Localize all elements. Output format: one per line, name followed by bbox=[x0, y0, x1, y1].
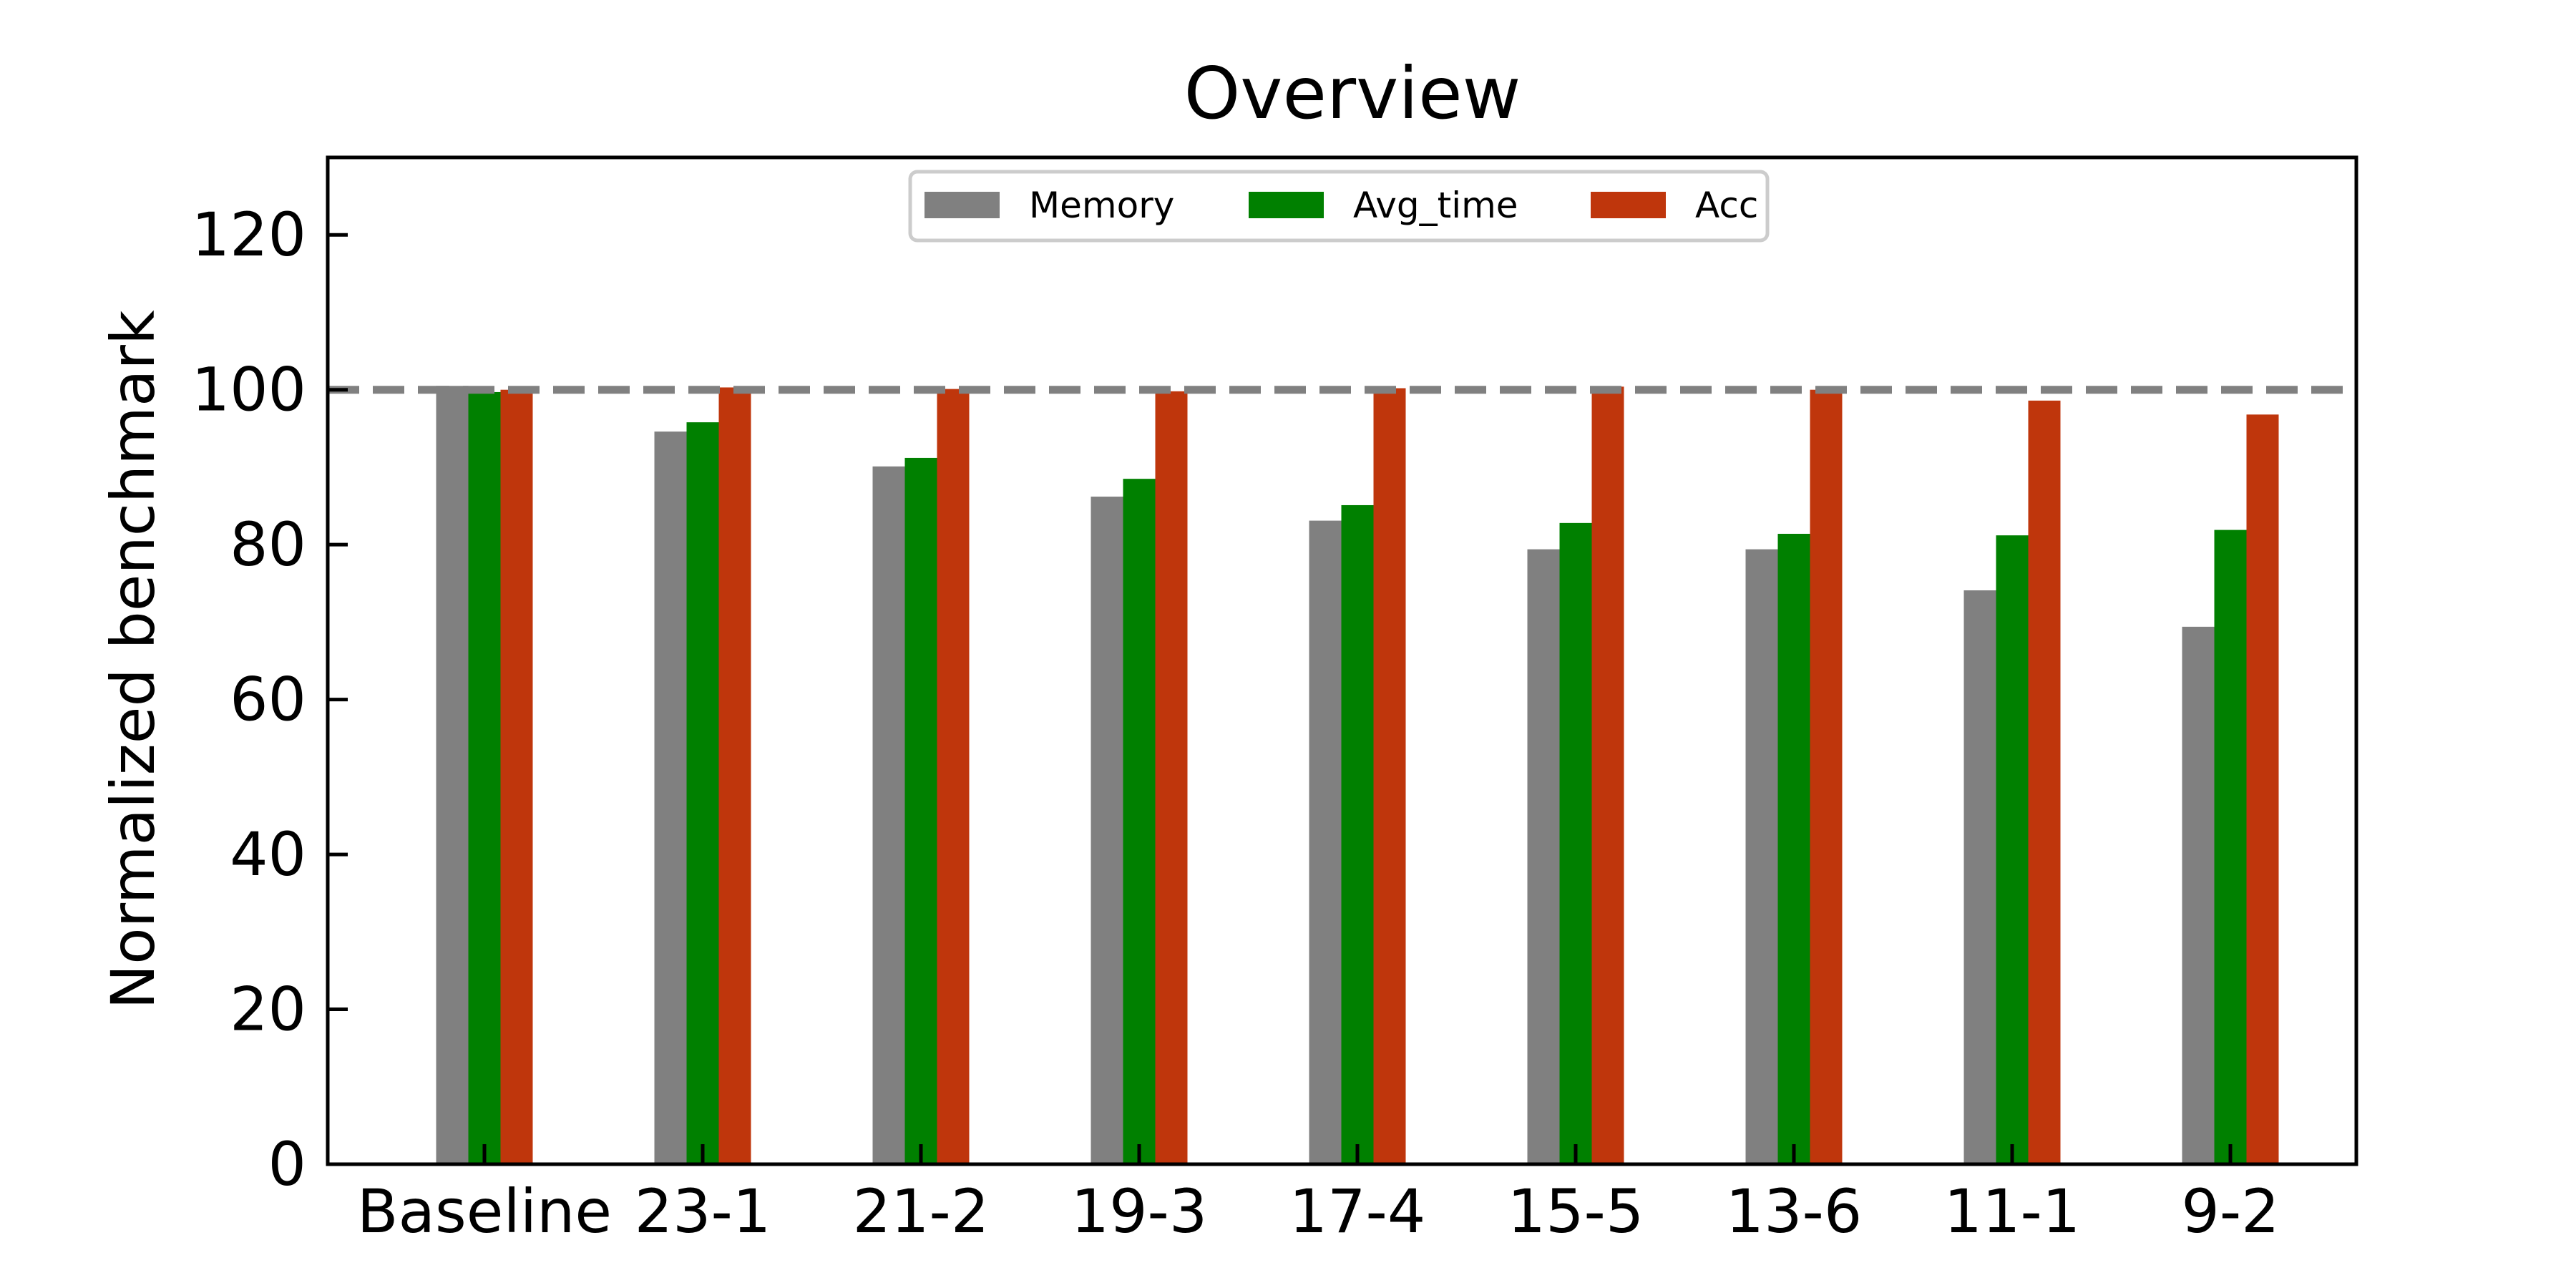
bar-memory-21-2 bbox=[872, 466, 905, 1164]
bar-avg-time-baseline bbox=[468, 391, 501, 1164]
x-tick-label-17-4: 17-4 bbox=[1289, 1176, 1426, 1246]
ticks-layer: 0 20 40 60 80 100 120 Baseline 23-1 21-2 19-3 17-4 1… bbox=[192, 200, 2280, 1246]
legend-label-memory: Memory bbox=[1029, 185, 1174, 226]
bar-acc-13-6 bbox=[1810, 389, 1843, 1164]
legend-swatch-acc bbox=[1591, 192, 1666, 218]
y-tick-label-120: 120 bbox=[192, 200, 306, 270]
x-tick-label-11-1: 11-1 bbox=[1944, 1176, 2081, 1246]
bar-acc-15-5 bbox=[1591, 386, 1624, 1165]
legend-box bbox=[908, 170, 1770, 243]
y-tick-label-80: 80 bbox=[230, 509, 306, 580]
x-tick-label-13-6: 13-6 bbox=[1726, 1176, 1863, 1246]
bar-avg-time-21-2 bbox=[904, 457, 937, 1164]
bars-layer bbox=[436, 386, 2279, 1165]
bar-memory-23-1 bbox=[654, 431, 687, 1164]
legend-swatch-memory bbox=[924, 192, 1000, 218]
bar-memory-9-2 bbox=[2182, 626, 2215, 1164]
bar-memory-15-5 bbox=[1527, 549, 1560, 1164]
bar-avg-time-13-6 bbox=[1777, 534, 1810, 1164]
y-tick-label-0: 0 bbox=[268, 1129, 306, 1199]
bar-avg-time-19-3 bbox=[1123, 479, 1156, 1164]
chart-title: Overview bbox=[1184, 52, 1521, 135]
legend-label-avg-time: Avg_time bbox=[1353, 185, 1518, 226]
bar-memory-baseline bbox=[436, 386, 469, 1164]
legend: Memory Avg_time Acc bbox=[908, 170, 1770, 243]
x-tick-label-9-2: 9-2 bbox=[2181, 1176, 2279, 1246]
y-tick-label-40: 40 bbox=[230, 819, 306, 889]
bar-acc-baseline bbox=[500, 389, 533, 1164]
x-tick-label-15-5: 15-5 bbox=[1508, 1176, 1644, 1246]
x-tick-label-19-3: 19-3 bbox=[1071, 1176, 1208, 1246]
bar-memory-11-1 bbox=[1963, 590, 1996, 1164]
bar-avg-time-15-5 bbox=[1559, 522, 1592, 1164]
x-tick-label-21-2: 21-2 bbox=[853, 1176, 990, 1246]
bar-avg-time-23-1 bbox=[686, 422, 719, 1165]
bar-avg-time-17-4 bbox=[1341, 504, 1374, 1164]
x-tick-label-baseline: Baseline bbox=[357, 1176, 612, 1246]
y-tick-label-60: 60 bbox=[230, 665, 306, 735]
bar-acc-19-3 bbox=[1155, 391, 1188, 1164]
bar-acc-23-1 bbox=[718, 387, 751, 1165]
bar-memory-17-4 bbox=[1309, 520, 1342, 1164]
y-tick-label-100: 100 bbox=[192, 355, 306, 425]
x-tick-label-23-1: 23-1 bbox=[635, 1176, 771, 1246]
bar-memory-19-3 bbox=[1091, 497, 1123, 1164]
bar-acc-11-1 bbox=[2028, 400, 2061, 1164]
bar-acc-17-4 bbox=[1373, 388, 1406, 1164]
legend-label-acc: Acc bbox=[1695, 185, 1758, 226]
legend-swatch-avg-time bbox=[1249, 192, 1324, 218]
plot-frame bbox=[326, 155, 2358, 1166]
y-tick-label-20: 20 bbox=[230, 975, 306, 1045]
y-axis-label: Normalized benchmark bbox=[98, 310, 168, 1010]
bar-avg-time-11-1 bbox=[1996, 535, 2029, 1164]
bar-acc-9-2 bbox=[2246, 414, 2279, 1164]
bar-acc-21-2 bbox=[937, 389, 970, 1164]
bar-avg-time-9-2 bbox=[2214, 530, 2247, 1164]
bar-memory-13-6 bbox=[1745, 549, 1778, 1164]
